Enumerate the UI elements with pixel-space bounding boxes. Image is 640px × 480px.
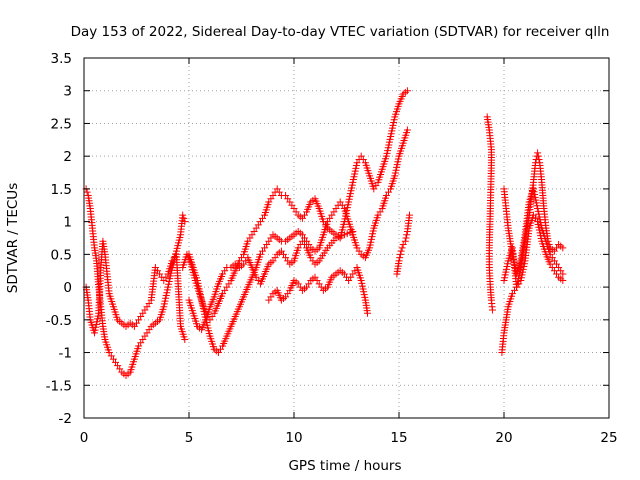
y-tick-label: -2	[59, 411, 72, 427]
data-point	[559, 277, 567, 285]
y-tick-label: -0.5	[46, 313, 72, 329]
x-tick-label: 15	[390, 430, 407, 446]
data-point	[83, 188, 91, 196]
data-points	[82, 87, 567, 379]
data-point	[488, 306, 496, 314]
y-tick-label: 0	[63, 280, 72, 296]
data-point	[349, 227, 357, 235]
y-tick-label: 1.5	[51, 182, 72, 198]
data-point	[535, 155, 543, 163]
chart-title: Day 153 of 2022, Sidereal Day-to-day VTE…	[71, 24, 610, 40]
y-tick-label: 3.5	[51, 51, 72, 67]
x-tick-label: 0	[80, 430, 89, 446]
data-point	[181, 218, 189, 226]
data-point	[403, 87, 411, 95]
x-tick-label: 10	[285, 430, 302, 446]
plot-frame	[83, 57, 610, 419]
y-tick-label: -1	[59, 346, 72, 362]
data-point	[397, 247, 405, 255]
data-point	[364, 309, 371, 317]
data-point	[402, 234, 410, 242]
data-point	[559, 244, 567, 252]
data-point	[403, 231, 411, 239]
axis-ticks: -2 -1.5 -1 -0.5 0 0.5 1 1.5 2 2.5 3 3.5 0 5 10 15 20 25	[46, 51, 618, 446]
x-tick-label: 20	[495, 430, 512, 446]
data-point	[398, 244, 406, 252]
x-axis-label: GPS time / hours	[288, 458, 401, 474]
y-tick-label: 2	[63, 149, 72, 165]
y-tick-label: -1.5	[46, 378, 72, 394]
y-tick-label: 2.5	[51, 116, 72, 132]
data-point	[403, 126, 411, 134]
x-tick-label: 25	[600, 430, 617, 446]
y-tick-label: 3	[63, 84, 72, 100]
data-point	[395, 257, 403, 265]
data-point	[396, 254, 404, 262]
grid-lines	[84, 58, 609, 418]
data-point	[559, 270, 567, 278]
y-axis-label: SDTVAR / TECUs	[5, 183, 21, 293]
y-tick-label: 0.5	[51, 247, 72, 263]
data-point	[406, 211, 413, 219]
data-point	[401, 237, 409, 245]
data-point	[396, 250, 404, 258]
data-point	[534, 152, 542, 160]
data-point	[180, 214, 188, 222]
x-tick-label: 5	[185, 430, 194, 446]
y-tick-label: 1	[63, 215, 72, 231]
data-point	[181, 335, 189, 343]
data-point	[534, 149, 542, 157]
data-point	[179, 211, 187, 219]
